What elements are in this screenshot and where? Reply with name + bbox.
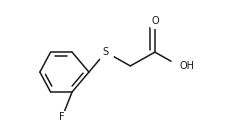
Circle shape bbox=[147, 15, 161, 28]
Circle shape bbox=[97, 44, 114, 61]
Text: F: F bbox=[59, 112, 65, 122]
Text: O: O bbox=[150, 16, 158, 26]
Circle shape bbox=[56, 111, 68, 123]
Text: OH: OH bbox=[179, 61, 194, 71]
Circle shape bbox=[170, 58, 187, 74]
Text: S: S bbox=[102, 47, 108, 57]
